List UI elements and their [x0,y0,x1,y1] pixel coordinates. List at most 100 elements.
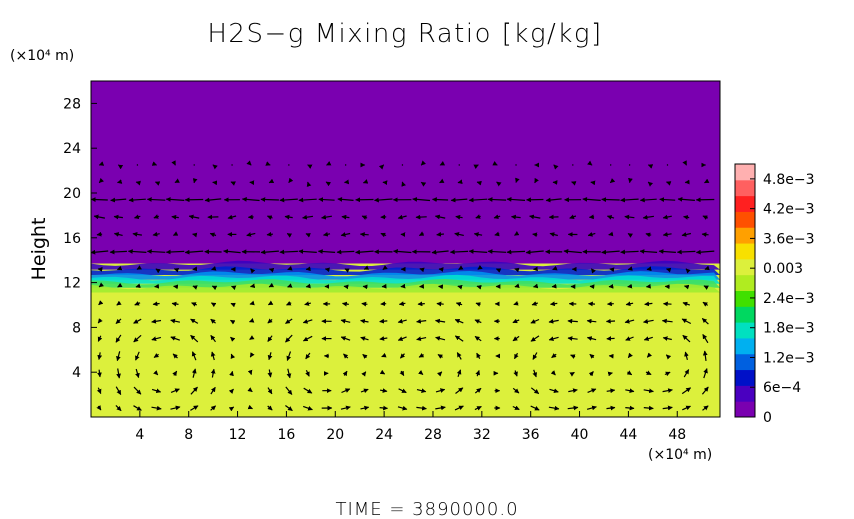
colorbar-frame [734,163,756,418]
wind-vector [449,249,469,255]
wind-vector [647,181,654,187]
wind-vector [266,215,273,220]
wind-vector [146,249,166,254]
wind-vector [321,214,332,220]
wind-vector [474,405,482,411]
wind-vector [247,387,253,393]
y-tick-label: 8 [72,320,81,336]
wind-vector [151,318,162,324]
wind-vector [302,335,313,342]
wind-vector [134,214,141,220]
wind-vector [228,406,235,412]
wind-vector [588,301,596,307]
wind-vector [548,336,559,342]
wind-vector [532,232,538,238]
colorbar-tick-label: 0 [763,410,772,426]
upper-region [91,81,720,264]
wind-vector [586,318,597,324]
wind-vector [435,318,446,324]
wind-vector [682,334,691,343]
wind-vector [267,335,273,342]
wind-vector [417,301,425,307]
wind-vector [267,352,273,361]
wind-vector [548,405,560,411]
wind-vector [663,301,672,307]
wind-vector [512,318,520,324]
wind-vector [116,351,121,362]
wind-vector [117,282,123,288]
wind-vector [133,318,142,324]
wind-vector [171,301,179,307]
wind-vector [474,387,482,394]
colorbar-segment [735,385,755,402]
wind-vector [135,180,141,186]
wind-vector [379,369,386,375]
wind-vector [173,267,180,273]
wind-vector [115,386,122,396]
wind-vector [302,405,313,411]
wind-vector [268,178,275,184]
wind-vector [340,232,351,237]
colorbar-tick-label: 0.003 [763,261,803,277]
wind-vector [684,351,689,361]
wind-vector [666,267,672,273]
wind-vector [133,334,142,343]
wind-vector [702,405,709,411]
wind-vector [360,405,370,411]
wind-vector [549,388,559,394]
wind-vector [151,388,162,394]
colorbar-tick-label: 1.8e−3 [763,321,815,337]
wind-vector [379,388,388,393]
wind-vector [109,249,127,255]
wind-vector-dot [401,164,404,166]
wind-vector [340,405,351,411]
wind-vector [563,248,582,254]
wind-vector [682,301,690,307]
wind-vector [285,386,293,395]
wind-vector [418,353,425,358]
wind-vector [473,232,483,237]
wind-vector [154,181,161,186]
colorbar-segment [735,369,755,386]
wind-vector [153,370,159,376]
wind-vector [116,265,123,271]
wind-vector [398,388,407,394]
wind-vector [96,231,103,237]
wind-vector [113,232,123,237]
wind-vector [127,249,147,254]
wind-vector [586,336,597,341]
wind-vector [682,405,691,411]
wind-vector [677,196,695,202]
colorbar-segment [735,274,755,291]
y-tick-label: 4 [72,365,81,381]
wind-vector [399,370,405,377]
wind-vector [298,197,317,203]
wind-vector [639,197,657,203]
wind-vector [601,249,620,255]
wind-vector [96,405,102,411]
wind-vector [702,333,709,344]
wind-vector [662,388,673,393]
wind-vector [586,405,597,411]
wind-vector [210,405,217,411]
wind-vector [676,249,696,255]
wind-vector [210,335,216,343]
colorbar-tick-label: 4.8e−3 [763,172,815,188]
wind-vector [260,197,279,202]
transition-band [91,258,720,270]
wind-vector [589,353,595,359]
x-axis-unit: (×10⁴ m) [648,447,712,463]
wind-vector [477,264,483,270]
wind-vector [359,232,369,237]
wind-vector [151,405,162,411]
wind-vector [455,387,464,394]
wind-vector [512,335,520,342]
wind-vector [681,318,692,325]
wind-vector [513,370,518,377]
wind-vector [431,249,449,255]
wind-vector [416,336,427,342]
wind-vector [249,352,255,358]
wind-vector [342,370,348,377]
wind-vector [512,387,520,394]
colorbar-segment [735,227,755,244]
